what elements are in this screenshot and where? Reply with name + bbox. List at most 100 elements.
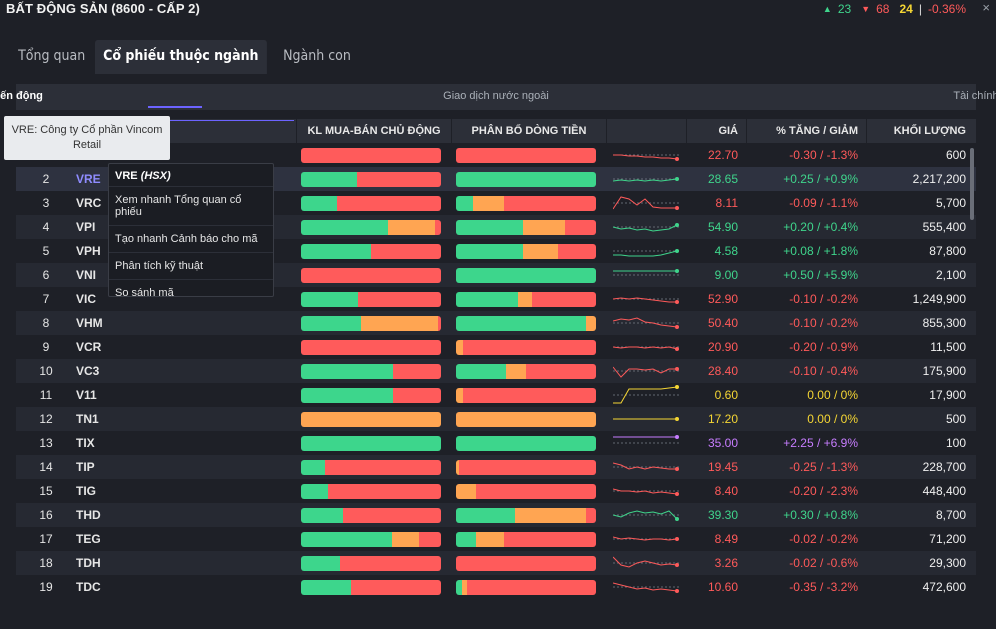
stats-separator: | bbox=[918, 2, 922, 16]
subtab-movement[interactable]: Biến động bbox=[0, 84, 336, 110]
change: -0.02 / -0.6% bbox=[789, 556, 858, 570]
active-buy-sell-bar bbox=[301, 219, 441, 235]
stock-symbol[interactable]: TN1 bbox=[76, 412, 99, 426]
active-buy-sell-bar bbox=[301, 483, 441, 499]
table-row[interactable]: 18 TDH 3.26 -0.02 / -0.6% 29,300 bbox=[16, 551, 976, 575]
stock-symbol[interactable]: TIX bbox=[76, 436, 95, 450]
table-row[interactable]: 10 VC3 28.40 -0.10 / -0.4% 175,900 bbox=[16, 359, 976, 383]
money-flow-segment-o bbox=[523, 219, 566, 235]
active-buy-sell-segment-r bbox=[435, 219, 441, 235]
header-money-flow[interactable]: PHÂN BỔ DÒNG TIỀN bbox=[451, 119, 606, 143]
stock-symbol[interactable]: TDC bbox=[76, 580, 101, 594]
table-row[interactable]: 17 TEG 8.49 -0.02 / -0.2% 71,200 bbox=[16, 527, 976, 551]
money-flow-segment-g bbox=[456, 507, 515, 523]
tab-overview[interactable]: Tổng quan bbox=[18, 48, 86, 64]
stock-symbol[interactable]: THD bbox=[76, 508, 101, 522]
sparkline bbox=[606, 409, 686, 429]
money-flow-bar bbox=[456, 387, 596, 403]
price: 8.11 bbox=[715, 196, 738, 210]
table-row[interactable]: 16 THD 39.30 +0.30 / +0.8% 8,700 bbox=[16, 503, 976, 527]
stock-symbol[interactable]: VIC bbox=[76, 292, 97, 306]
stock-symbol[interactable]: V11 bbox=[76, 388, 97, 402]
stock-symbol[interactable]: VPH bbox=[76, 244, 101, 258]
menu-quick-overview[interactable]: Xem nhanh Tổng quan cổ phiếu bbox=[109, 186, 273, 225]
table-row[interactable]: 13 TIX 35.00 +2.25 / +6.9% 100 bbox=[16, 431, 976, 455]
stock-symbol[interactable]: VNI bbox=[76, 268, 97, 282]
menu-symbol: VRE bbox=[115, 170, 138, 182]
money-flow-bar bbox=[456, 267, 596, 283]
volume: 600 bbox=[945, 148, 966, 162]
stock-symbol[interactable]: VC3 bbox=[76, 364, 100, 378]
menu-compare[interactable]: So sánh mã bbox=[109, 279, 273, 306]
header-change[interactable]: % TĂNG / GIẢM bbox=[746, 119, 866, 143]
active-buy-sell-segment-r bbox=[357, 171, 441, 187]
stock-symbol[interactable]: TIG bbox=[76, 484, 96, 498]
change: -0.10 / -0.2% bbox=[789, 316, 858, 330]
money-flow-segment-o bbox=[456, 483, 476, 499]
scrollbar[interactable] bbox=[970, 148, 974, 220]
sparkline bbox=[606, 313, 686, 333]
money-flow-segment-r bbox=[558, 243, 596, 259]
active-buy-sell-segment-g bbox=[301, 555, 341, 571]
stock-symbol[interactable]: TEG bbox=[76, 532, 101, 546]
tab-industry-stocks[interactable]: Cổ phiếu thuộc ngành bbox=[94, 40, 267, 74]
table-row[interactable]: 12 TN1 17.20 0.00 / 0% 500 bbox=[16, 407, 976, 431]
money-flow-segment-r bbox=[475, 483, 596, 499]
stock-symbol[interactable]: TIP bbox=[76, 460, 95, 474]
active-buy-sell-segment-r bbox=[358, 291, 441, 307]
table-row[interactable]: 19 TDC 10.60 -0.35 / -3.2% 472,600 bbox=[16, 575, 976, 599]
sparkline-chart bbox=[613, 417, 679, 421]
money-flow-bar bbox=[456, 315, 596, 331]
change: +0.08 / +1.8% bbox=[783, 244, 858, 258]
active-buy-sell-segment-r bbox=[438, 315, 441, 331]
money-flow-bar bbox=[456, 507, 596, 523]
table-row[interactable]: 3 VRC 8.11 -0.09 / -1.1% 5,700 bbox=[16, 191, 976, 215]
active-buy-sell-bar bbox=[301, 243, 441, 259]
stock-symbol[interactable]: VRC bbox=[76, 196, 102, 210]
active-buy-sell-segment-g bbox=[301, 531, 392, 547]
tab-sub-industry[interactable]: Ngành con bbox=[283, 48, 352, 64]
change: +0.30 / +0.8% bbox=[783, 508, 858, 522]
money-flow-segment-o bbox=[586, 315, 596, 331]
subtab-financial[interactable]: Tài chính bbox=[656, 84, 996, 110]
subtab-foreign-trading[interactable]: Giao dịch nước ngoài bbox=[336, 84, 656, 110]
header-active-buy-sell[interactable]: KL MUA-BÁN CHỦ ĐỘNG bbox=[296, 119, 451, 143]
header-volume[interactable]: KHỐI LƯỢNG bbox=[866, 119, 976, 143]
change: -0.30 / -1.3% bbox=[789, 148, 858, 162]
volume: 2,217,200 bbox=[912, 172, 966, 186]
volume: 5,700 bbox=[935, 196, 966, 210]
active-buy-sell-bar bbox=[301, 435, 441, 451]
active-buy-sell bbox=[296, 147, 451, 163]
active-buy-sell bbox=[296, 387, 451, 403]
stock-symbol[interactable]: VHM bbox=[76, 316, 103, 330]
price: 0.60 bbox=[714, 388, 738, 402]
price: 19.45 bbox=[707, 460, 738, 474]
table-row[interactable]: 5 VPH 4.58 +0.08 / +1.8% 87,800 bbox=[16, 239, 976, 263]
menu-create-alert[interactable]: Tạo nhanh Cảnh báo cho mã bbox=[109, 225, 273, 252]
table-row[interactable]: 11 V11 0.60 0.00 / 0% 17,900 bbox=[16, 383, 976, 407]
money-flow-segment-o bbox=[517, 291, 532, 307]
table-row[interactable]: 14 TIP 19.45 -0.25 / -1.3% 228,700 bbox=[16, 455, 976, 479]
money-flow bbox=[451, 339, 606, 355]
table-row[interactable]: 7 VIC 52.90 -0.10 / -0.2% 1,249,900 bbox=[16, 287, 976, 311]
money-flow-segment-g bbox=[456, 579, 462, 595]
stock-symbol[interactable]: VRE bbox=[76, 172, 101, 186]
stock-symbol[interactable]: TDH bbox=[76, 556, 101, 570]
close-icon[interactable]: × bbox=[982, 0, 990, 15]
active-buy-sell-segment-r bbox=[418, 531, 441, 547]
money-flow-segment-g bbox=[456, 219, 524, 235]
stock-symbol[interactable]: VCR bbox=[76, 340, 102, 354]
money-flow-segment-r bbox=[463, 387, 596, 403]
stock-symbol[interactable]: VPI bbox=[76, 220, 96, 234]
sparkline-chart bbox=[613, 346, 679, 351]
page-title: BẤT ĐỘNG SẢN (8600 - CẤP 2) bbox=[6, 1, 200, 16]
table-row[interactable]: 8 VHM 50.40 -0.10 / -0.2% 855,300 bbox=[16, 311, 976, 335]
table-row[interactable]: 9 VCR 20.90 -0.20 / -0.9% 11,500 bbox=[16, 335, 976, 359]
header-price[interactable]: GIÁ bbox=[686, 119, 746, 143]
change: -0.02 / -0.2% bbox=[789, 532, 858, 546]
table-row[interactable]: 15 TIG 8.40 -0.20 / -2.3% 448,400 bbox=[16, 479, 976, 503]
money-flow-bar bbox=[456, 435, 596, 451]
sparkline bbox=[606, 169, 686, 189]
price: 39.30 bbox=[707, 508, 738, 522]
menu-technical-analysis[interactable]: Phân tích kỹ thuật bbox=[109, 252, 273, 279]
